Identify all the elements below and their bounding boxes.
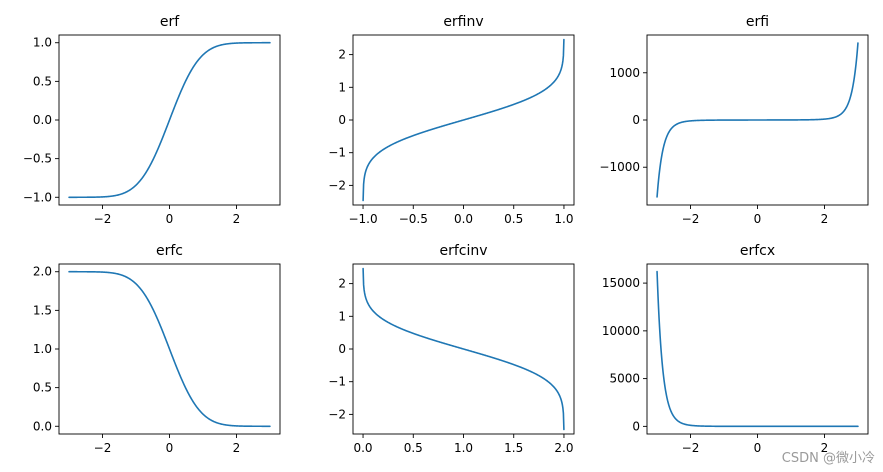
- y-tick-label: 2: [338, 277, 346, 291]
- y-tick-label: −1.0: [23, 190, 52, 204]
- y-tick-label: 1.0: [33, 342, 52, 356]
- y-tick-label: 1: [338, 80, 346, 94]
- subplot-erfcinv: erfcinv 0.0 0.5 1.0 1.5 2.0 −2 −1 0 1 2: [328, 243, 575, 455]
- axes-frame: [646, 263, 869, 435]
- subplot-erfi: erfi −2 0 2 −1000 0 1000: [599, 14, 869, 226]
- x-tick-label: 2: [821, 441, 829, 455]
- subplot-erfc: erfc −2 0 2 0.0 0.5 1.0 1.5 2.0: [33, 243, 281, 455]
- x-tick-label: 0.5: [504, 212, 523, 226]
- y-tick-label: 0: [338, 342, 346, 356]
- x-tick-label: 2: [233, 441, 241, 455]
- x-tick-label: −2: [682, 212, 700, 226]
- y-tick-label: 1.0: [33, 36, 52, 50]
- y-tick-label: 15000: [602, 276, 640, 290]
- x-tick-label: 2.0: [554, 441, 573, 455]
- series-line-erfi: [656, 42, 859, 198]
- y-tick-label: 0.0: [33, 419, 52, 433]
- x-tick-label: 1.0: [454, 441, 473, 455]
- y-tick-label: 0: [632, 113, 640, 127]
- y-tick-label: 5000: [609, 372, 640, 386]
- x-tick-label: 0.5: [404, 441, 423, 455]
- subplot-title: erfi: [746, 14, 769, 30]
- y-tick-label: 1.5: [33, 303, 52, 317]
- subplot-erf: erf −2 0 2 −1.0 −0.5 0.0 0.5 1.0: [23, 14, 281, 226]
- x-tick-label: 0.0: [454, 212, 473, 226]
- x-tick-label: 1.5: [504, 441, 523, 455]
- x-tick-label: 0: [754, 441, 762, 455]
- y-tick-label: 2: [338, 48, 346, 62]
- y-tick-label: −0.5: [23, 152, 52, 166]
- x-tick-label: 0: [754, 212, 762, 226]
- x-tick-label: −2: [94, 441, 112, 455]
- y-tick-label: 2.0: [33, 265, 52, 279]
- x-tick-label: −0.5: [399, 212, 428, 226]
- x-tick-label: 1.0: [554, 212, 573, 226]
- y-tick-label: −2: [328, 178, 346, 192]
- watermark: CSDN @微小冷: [781, 451, 875, 466]
- y-tick-label: −2: [328, 407, 346, 421]
- x-tick-label: 0.0: [353, 441, 372, 455]
- series-line-erf: [68, 41, 271, 199]
- y-tick-label: 0: [338, 113, 346, 127]
- series-line-erfcx: [656, 270, 859, 428]
- subplot-erfinv: erfinv −1.0 −0.5 0.0 0.5 1.0 −2 −1 0 1 2: [328, 14, 575, 226]
- series-line-erfinv: [362, 38, 565, 202]
- subplot-erfcx: erfcx −2 0 2 0 5000 10000 15000: [602, 243, 869, 455]
- y-tick-label: −1000: [599, 160, 640, 174]
- y-tick-label: 0.5: [33, 381, 52, 395]
- subplot-title: erfc: [156, 243, 183, 259]
- y-tick-label: 1000: [609, 66, 640, 80]
- y-tick-label: 0.5: [33, 74, 52, 88]
- y-tick-label: 0: [632, 419, 640, 433]
- x-tick-label: 0: [166, 441, 174, 455]
- y-tick-label: −1: [328, 375, 346, 389]
- x-tick-label: 2: [821, 212, 829, 226]
- x-tick-label: 2: [233, 212, 241, 226]
- subplot-title: erf: [160, 14, 180, 30]
- subplot-title: erfcinv: [439, 243, 487, 259]
- x-tick-label: −2: [94, 212, 112, 226]
- y-tick-label: 0.0: [33, 113, 52, 127]
- x-tick-label: 0: [166, 212, 174, 226]
- y-tick-label: 10000: [602, 324, 640, 338]
- series-line-erfc: [68, 270, 271, 428]
- subplot-title: erfcx: [740, 243, 775, 259]
- series-line-erfcinv: [362, 267, 565, 431]
- x-tick-label: −2: [682, 441, 700, 455]
- subplot-title: erfinv: [443, 14, 483, 30]
- y-tick-label: 1: [338, 309, 346, 323]
- y-tick-label: −1: [328, 146, 346, 160]
- x-tick-label: −1.0: [348, 212, 377, 226]
